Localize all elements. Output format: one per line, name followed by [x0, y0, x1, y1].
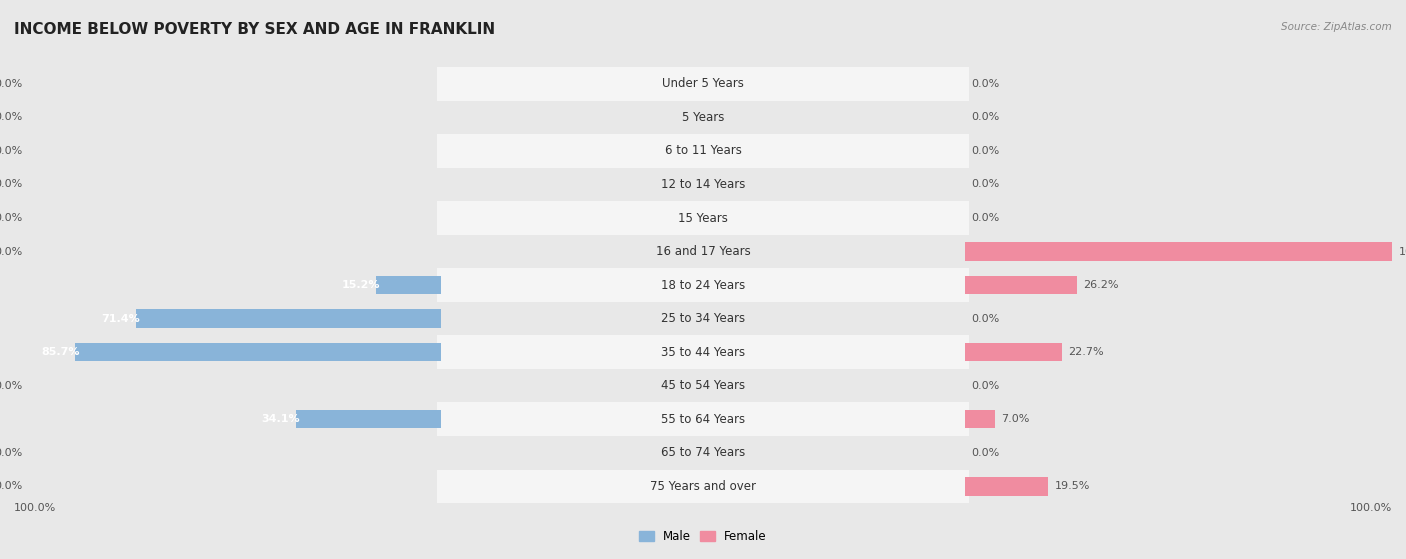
- Text: Under 5 Years: Under 5 Years: [662, 77, 744, 91]
- Bar: [441, 201, 965, 235]
- Text: 100.0%: 100.0%: [1399, 247, 1406, 257]
- Bar: [965, 335, 969, 369]
- Bar: [437, 436, 441, 470]
- Text: 0.0%: 0.0%: [972, 146, 1000, 156]
- Text: 25 to 34 Years: 25 to 34 Years: [661, 312, 745, 325]
- Bar: [965, 101, 969, 134]
- Text: 6 to 11 Years: 6 to 11 Years: [665, 144, 741, 158]
- Bar: [437, 67, 441, 101]
- Text: INCOME BELOW POVERTY BY SEX AND AGE IN FRANKLIN: INCOME BELOW POVERTY BY SEX AND AGE IN F…: [14, 22, 495, 37]
- Text: 75 Years and over: 75 Years and over: [650, 480, 756, 493]
- Text: 15.2%: 15.2%: [342, 280, 381, 290]
- Text: 0.0%: 0.0%: [0, 481, 22, 491]
- Text: 0.0%: 0.0%: [0, 448, 22, 458]
- Bar: [441, 67, 965, 101]
- Bar: [965, 410, 994, 428]
- Bar: [441, 268, 965, 302]
- Text: 0.0%: 0.0%: [972, 79, 1000, 89]
- Text: 0.0%: 0.0%: [972, 112, 1000, 122]
- Bar: [437, 402, 441, 436]
- Bar: [136, 310, 441, 328]
- Text: 0.0%: 0.0%: [0, 146, 22, 156]
- Text: 0.0%: 0.0%: [0, 112, 22, 122]
- Bar: [965, 477, 1047, 495]
- Legend: Male, Female: Male, Female: [634, 525, 772, 547]
- Bar: [965, 470, 969, 503]
- Bar: [437, 168, 441, 201]
- Text: 71.4%: 71.4%: [101, 314, 141, 324]
- Text: 16 and 17 Years: 16 and 17 Years: [655, 245, 751, 258]
- Text: 35 to 44 Years: 35 to 44 Years: [661, 345, 745, 359]
- Bar: [437, 470, 441, 503]
- Text: 34.1%: 34.1%: [262, 414, 299, 424]
- Bar: [965, 276, 1077, 295]
- Bar: [437, 302, 441, 335]
- Bar: [965, 302, 969, 335]
- Bar: [441, 436, 965, 470]
- Text: 0.0%: 0.0%: [972, 448, 1000, 458]
- Text: 0.0%: 0.0%: [972, 381, 1000, 391]
- Bar: [437, 235, 441, 268]
- Bar: [441, 302, 965, 335]
- Bar: [441, 402, 965, 436]
- Bar: [965, 369, 969, 402]
- Text: 0.0%: 0.0%: [972, 179, 1000, 190]
- Text: Source: ZipAtlas.com: Source: ZipAtlas.com: [1281, 22, 1392, 32]
- Text: 85.7%: 85.7%: [41, 347, 79, 357]
- Bar: [965, 235, 969, 268]
- Text: 65 to 74 Years: 65 to 74 Years: [661, 446, 745, 459]
- Bar: [437, 335, 441, 369]
- Bar: [437, 134, 441, 168]
- Bar: [965, 268, 969, 302]
- Text: 7.0%: 7.0%: [1001, 414, 1029, 424]
- Bar: [441, 369, 965, 402]
- Text: 0.0%: 0.0%: [0, 213, 22, 223]
- Text: 12 to 14 Years: 12 to 14 Years: [661, 178, 745, 191]
- Bar: [295, 410, 441, 428]
- Text: 26.2%: 26.2%: [1083, 280, 1119, 290]
- Text: 5 Years: 5 Years: [682, 111, 724, 124]
- Text: 0.0%: 0.0%: [972, 314, 1000, 324]
- Text: 45 to 54 Years: 45 to 54 Years: [661, 379, 745, 392]
- Bar: [437, 101, 441, 134]
- Bar: [965, 436, 969, 470]
- Text: 22.7%: 22.7%: [1069, 347, 1104, 357]
- Text: 0.0%: 0.0%: [0, 247, 22, 257]
- Text: 100.0%: 100.0%: [14, 503, 56, 513]
- Bar: [965, 134, 969, 168]
- Bar: [437, 268, 441, 302]
- Bar: [441, 335, 965, 369]
- Bar: [965, 67, 969, 101]
- Bar: [965, 343, 1062, 362]
- Text: 100.0%: 100.0%: [1350, 503, 1392, 513]
- Text: 19.5%: 19.5%: [1054, 481, 1090, 491]
- Bar: [377, 276, 441, 295]
- Text: 15 Years: 15 Years: [678, 211, 728, 225]
- Bar: [437, 201, 441, 235]
- Bar: [441, 168, 965, 201]
- Bar: [965, 402, 969, 436]
- Bar: [441, 101, 965, 134]
- Bar: [965, 243, 1392, 260]
- Bar: [441, 235, 965, 268]
- Text: 0.0%: 0.0%: [0, 79, 22, 89]
- Bar: [441, 134, 965, 168]
- Bar: [965, 201, 969, 235]
- Bar: [437, 369, 441, 402]
- Bar: [965, 168, 969, 201]
- Bar: [441, 470, 965, 503]
- Text: 55 to 64 Years: 55 to 64 Years: [661, 413, 745, 426]
- Text: 0.0%: 0.0%: [0, 179, 22, 190]
- Text: 0.0%: 0.0%: [0, 381, 22, 391]
- Bar: [75, 343, 441, 362]
- Text: 18 to 24 Years: 18 to 24 Years: [661, 278, 745, 292]
- Text: 0.0%: 0.0%: [972, 213, 1000, 223]
